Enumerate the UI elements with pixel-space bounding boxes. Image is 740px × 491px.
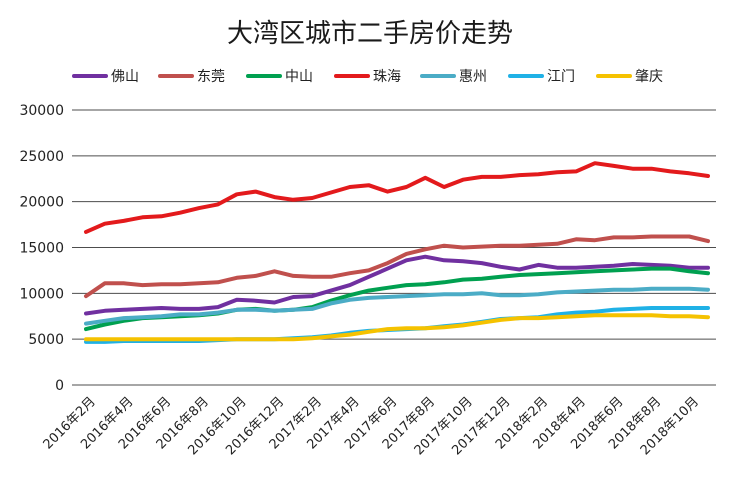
y-tick-label: 5000 [28, 332, 64, 348]
legend: 佛山 东莞 中山 珠海 惠州 江门 肇庆 [72, 69, 663, 85]
y-tick-label: 15000 [19, 241, 64, 257]
legend-label: 中山 [285, 69, 313, 85]
series-line-中山 [84, 266, 710, 332]
legend-label: 珠海 [373, 69, 401, 85]
y-tick-label: 25000 [19, 149, 64, 165]
y-tick-label: 0 [55, 378, 64, 394]
gridlines [72, 109, 716, 386]
chart-title: 大湾区城市二手房价走势 [227, 19, 513, 49]
series-line-东莞 [84, 234, 710, 299]
legend-label: 佛山 [111, 69, 139, 85]
series-line-珠海 [84, 161, 710, 234]
y-tick-label: 10000 [19, 286, 64, 302]
plot-area [84, 161, 710, 344]
series-line-肇庆 [84, 313, 710, 342]
y-tick-label: 20000 [19, 195, 64, 211]
y-tick-label: 30000 [19, 103, 64, 119]
series-line-惠州 [84, 286, 710, 326]
legend-label: 江门 [547, 69, 575, 85]
x-axis: 2016年2月2016年4月2016年6月2016年8月2016年10月2016… [41, 394, 702, 458]
legend-label: 惠州 [459, 69, 487, 85]
legend-label: 东莞 [197, 69, 225, 85]
legend-label: 肇庆 [635, 69, 663, 85]
series-line-佛山 [84, 254, 710, 316]
y-axis: 0 5000 10000 15000 20000 25000 30000 [19, 103, 64, 394]
